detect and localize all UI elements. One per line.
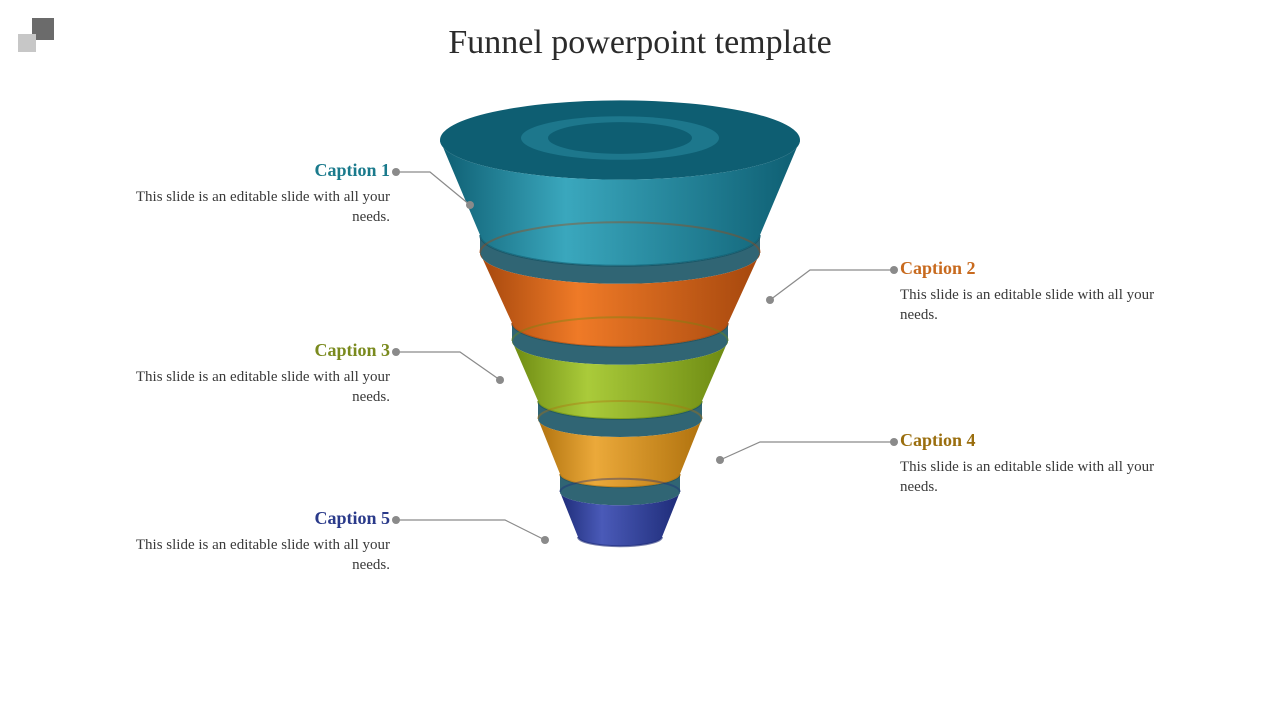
- caption-1-title: Caption 1: [130, 160, 390, 181]
- caption-5-title: Caption 5: [130, 508, 390, 529]
- caption-1-desc: This slide is an editable slide with all…: [130, 187, 390, 228]
- caption-5: Caption 5 This slide is an editable slid…: [130, 508, 390, 576]
- caption-4: Caption 4 This slide is an editable slid…: [900, 430, 1160, 498]
- caption-1: Caption 1 This slide is an editable slid…: [130, 160, 390, 228]
- funnel-stage: Caption 1 This slide is an editable slid…: [0, 0, 1280, 720]
- caption-3-title: Caption 3: [130, 340, 390, 361]
- caption-4-title: Caption 4: [900, 430, 1160, 451]
- caption-3-desc: This slide is an editable slide with all…: [130, 367, 390, 408]
- caption-2-title: Caption 2: [900, 258, 1160, 279]
- caption-3: Caption 3 This slide is an editable slid…: [130, 340, 390, 408]
- caption-2-desc: This slide is an editable slide with all…: [900, 285, 1160, 326]
- caption-4-desc: This slide is an editable slide with all…: [900, 457, 1160, 498]
- caption-2: Caption 2 This slide is an editable slid…: [900, 258, 1160, 326]
- caption-5-desc: This slide is an editable slide with all…: [130, 535, 390, 576]
